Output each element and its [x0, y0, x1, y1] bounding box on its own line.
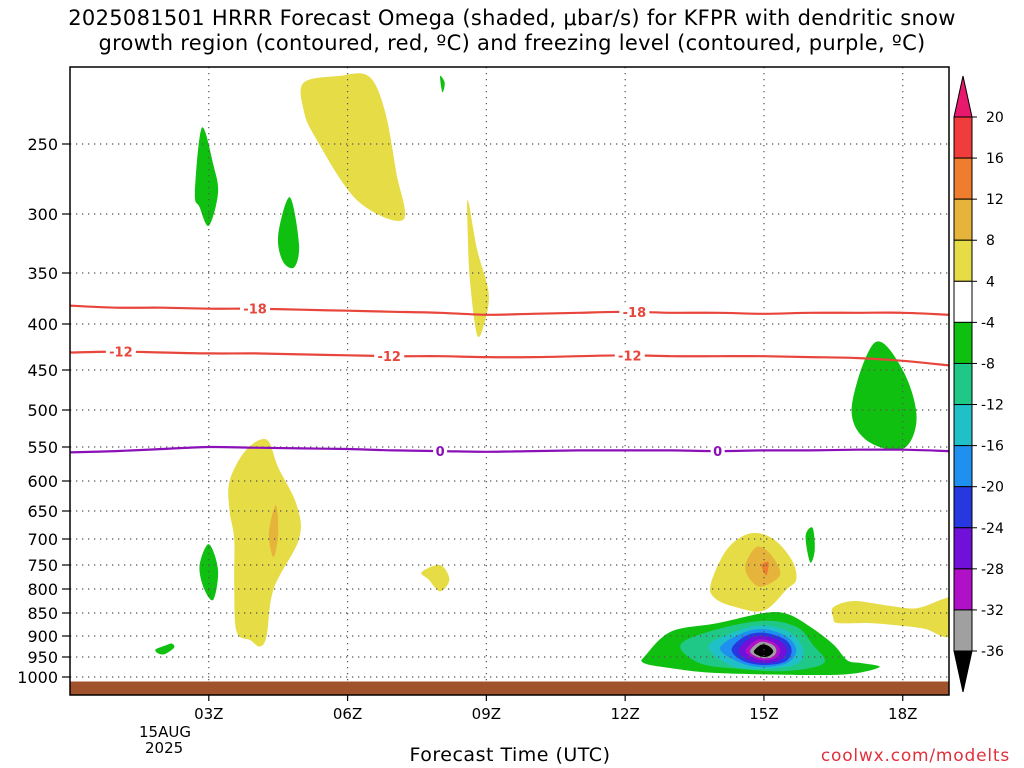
date-year-label: 2025: [145, 739, 184, 757]
omega-region-4: [277, 197, 300, 269]
omega-region-11: [467, 199, 489, 338]
ground-strip: [70, 681, 949, 695]
colorbar-swatch-12: [953, 568, 973, 611]
y-axis: 250 300 350 400 450 500 550 600 650 700 750 800 850 9…: [17, 135, 70, 687]
date-day-label: 15AUG: [139, 723, 191, 741]
colorbar-label-12: 12: [986, 192, 1004, 208]
title-line-1: 2025081501 HRRR Forecast Omega (shaded, …: [68, 6, 956, 30]
colorbar-swatch-4: [953, 239, 973, 282]
colorbar-swatch-5: [953, 280, 973, 323]
y-tick-label-400: 400: [27, 315, 58, 334]
colorbar-swatch-2: [953, 157, 973, 200]
y-tick-label-800: 800: [27, 580, 58, 599]
colorbar-swatch-6: [953, 321, 973, 364]
contour-label-bg: [105, 344, 136, 359]
colorbar-swatch-13: [953, 609, 973, 652]
plot-background: [70, 67, 949, 695]
colorbar-label-8: 8: [986, 233, 995, 249]
y-tick-label-600: 600: [27, 472, 58, 491]
x-tick-label-15Z: 15Z: [749, 705, 778, 723]
colorbar: 20 16 12 8 4 -4 -8 -12 -16 -20 -24 -28 -32 -36: [953, 75, 1004, 693]
contour-label-bg: [433, 444, 448, 459]
contour-layer: -18 -18 -12 -12 -12 0 0: [70, 301, 949, 460]
x-axis: 03Z 06Z 09Z 12Z 15Z 18Z: [194, 695, 917, 723]
colorbar-label-m12: -12: [981, 398, 1004, 414]
contour-label-m18: -18: [243, 303, 267, 318]
y-tick-label-450: 450: [27, 361, 58, 380]
contour-label-bg: [614, 348, 645, 363]
colorbar-label-m36: -36: [981, 644, 1004, 660]
plot-frame: [69, 66, 950, 696]
y-tick-label-850: 850: [27, 604, 58, 623]
ground-layer: [70, 681, 949, 695]
omega-region-12: [421, 564, 450, 592]
chart-title: 2025081501 HRRR Forecast Omega (shaded, …: [0, 6, 1024, 56]
colorbar-bottom-arrow: [953, 650, 973, 693]
colorbar-label-4: 4: [986, 274, 995, 290]
freezing-level-contour-0: [70, 445, 949, 454]
contour-label-bg: [240, 301, 271, 316]
contour-label-bg: [710, 444, 725, 459]
x-tick-label-09Z: 09Z: [472, 705, 501, 723]
x-tick-label-06Z: 06Z: [333, 705, 362, 723]
colorbar-label-20: 20: [986, 110, 1004, 126]
omega-region-6: [851, 341, 917, 451]
contour-label-0: 0: [436, 445, 445, 460]
omega-region-7: [805, 527, 815, 563]
y-tick-label-250: 250: [27, 135, 58, 154]
colorbar-swatch-11: [953, 527, 973, 570]
contour-label-m12: -12: [377, 350, 401, 365]
omega-region-5: [440, 75, 445, 93]
omega-region-3: [194, 127, 219, 227]
colorbar-swatch-7: [953, 362, 973, 406]
colorbar-swatch-10: [953, 486, 973, 529]
y-tick-label-700: 700: [27, 530, 58, 549]
colorbar-top-arrow: [953, 75, 973, 118]
omega-region-10: [300, 73, 406, 222]
colorbar-swatch-3: [953, 198, 973, 241]
credit-link[interactable]: coolwx.com/modelts: [820, 746, 1010, 766]
dgz-contour-m18: [70, 304, 949, 316]
grid-layer: [70, 67, 949, 695]
x-axis-label: Forecast Time (UTC): [409, 744, 611, 766]
y-tick-label-350: 350: [27, 264, 58, 283]
colorbar-swatch-8: [953, 404, 973, 447]
omega-region-9: [268, 505, 279, 558]
colorbar-label-m16: -16: [981, 439, 1004, 455]
title-line-2: growth region (contoured, red, ºC) and f…: [98, 31, 926, 55]
contour-label-m12: -12: [618, 349, 642, 364]
y-tick-label-1000: 1000: [17, 668, 58, 687]
omega-region-25: [753, 644, 774, 658]
omega-region-8: [228, 438, 301, 647]
x-tick-label-18Z: 18Z: [888, 705, 917, 723]
colorbar-swatch-1: [953, 116, 973, 159]
y-tick-label-550: 550: [27, 438, 58, 457]
x-tick-label-12Z: 12Z: [610, 705, 639, 723]
colorbar-label-m4: -4: [981, 315, 995, 331]
colorbar-swatch-9: [953, 445, 973, 488]
colorbar-label-m20: -20: [981, 480, 1004, 496]
y-tick-label-650: 650: [27, 502, 58, 521]
omega-region-16: [831, 597, 949, 638]
contour-label-bg: [374, 349, 405, 364]
colorbar-label-m8: -8: [981, 356, 995, 372]
contour-label-m12: -12: [109, 346, 133, 361]
colorbar-label-m24: -24: [981, 521, 1004, 537]
x-tick-label-03Z: 03Z: [194, 705, 223, 723]
dgz-contour-m12: [70, 350, 949, 367]
omega-shading-layer: [155, 73, 949, 676]
contour-label-0: 0: [713, 445, 722, 460]
contour-label-bg: [619, 304, 650, 319]
y-tick-label-950: 950: [27, 648, 58, 667]
y-tick-label-900: 900: [27, 627, 58, 646]
contour-label-m18: -18: [623, 306, 647, 321]
colorbar-label-m28: -28: [981, 562, 1004, 578]
omega-region-1: [155, 643, 175, 655]
y-tick-label-300: 300: [27, 205, 58, 224]
colorbar-label-m32: -32: [981, 603, 1004, 619]
y-tick-label-500: 500: [27, 401, 58, 420]
colorbar-label-16: 16: [986, 151, 1004, 167]
y-tick-label-750: 750: [27, 556, 58, 575]
